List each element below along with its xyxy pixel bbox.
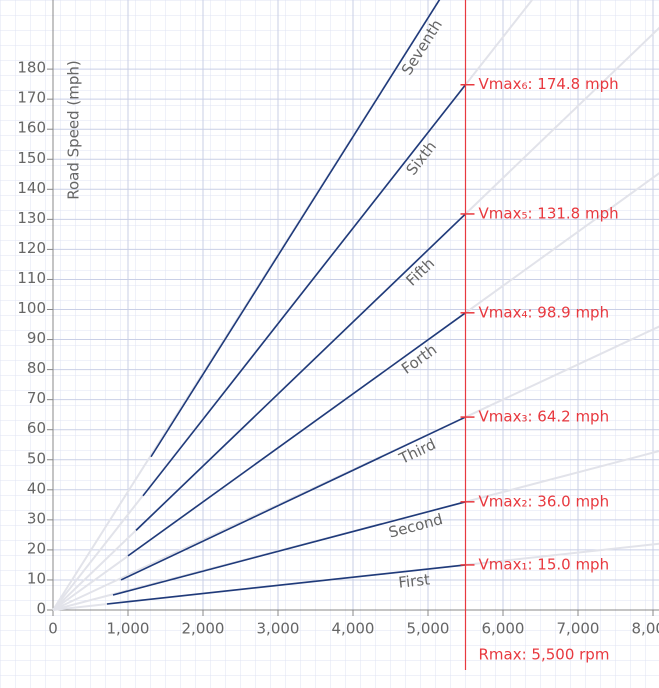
y-tick-label: 90 — [27, 329, 46, 347]
gear-line — [106, 564, 466, 605]
y-tick-label: 120 — [17, 239, 46, 257]
y-tick-label: 60 — [27, 419, 46, 437]
y-tick-label: 30 — [27, 509, 46, 527]
vmax-label: Vmax₄: 98.9 mph — [479, 303, 610, 321]
gear-line — [127, 312, 466, 557]
y-tick-label: 80 — [27, 359, 46, 377]
vmax-label: Vmax₆: 174.8 mph — [479, 75, 619, 93]
gear-line — [112, 501, 466, 596]
rmax-label: Rmax: 5,500 rpm — [479, 646, 610, 664]
y-tick-label: 160 — [17, 119, 46, 137]
vmax-label: Vmax₁: 15.0 mph — [479, 555, 610, 573]
x-tick-label: 8,000 — [632, 620, 659, 638]
vmax-label: Vmax₅: 131.8 mph — [479, 204, 619, 222]
x-tick-label: 3,000 — [257, 620, 300, 638]
y-tick-label: 180 — [17, 59, 46, 77]
y-tick-label: 100 — [17, 299, 46, 317]
x-tick-label: 5,000 — [407, 620, 450, 638]
vmax-label: Vmax₃: 64.2 mph — [479, 408, 610, 426]
y-tick-label: 70 — [27, 389, 46, 407]
gear-line — [150, 0, 441, 458]
x-tick-label: 7,000 — [557, 620, 600, 638]
y-tick-label: 150 — [17, 149, 46, 167]
y-tick-label: 110 — [17, 269, 46, 287]
x-tick-label: 1,000 — [107, 620, 150, 638]
vmax-label: Vmax₂: 36.0 mph — [479, 492, 610, 510]
gear-line — [120, 416, 466, 581]
y-tick-label: 20 — [27, 539, 46, 557]
x-tick-label: 0 — [48, 620, 58, 638]
y-tick-label: 50 — [27, 449, 46, 467]
gear-label: First — [397, 570, 430, 591]
y-tick-label: 0 — [36, 600, 46, 618]
y-tick-label: 130 — [17, 209, 46, 227]
y-axis-label: Road Speed (mph) — [65, 60, 83, 200]
gear-line — [142, 84, 467, 497]
x-tick-label: 6,000 — [482, 620, 525, 638]
x-tick-label: 4,000 — [332, 620, 375, 638]
y-tick-label: 140 — [17, 179, 46, 197]
y-tick-label: 170 — [17, 89, 46, 107]
y-tick-label: 40 — [27, 479, 46, 497]
x-tick-label: 2,000 — [182, 620, 225, 638]
gear-line — [135, 213, 467, 531]
y-tick-label: 10 — [27, 569, 46, 587]
